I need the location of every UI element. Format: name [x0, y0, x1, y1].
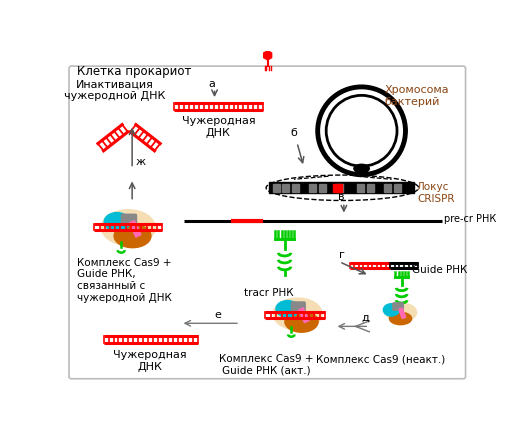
Ellipse shape [285, 311, 318, 332]
Text: б: б [290, 128, 297, 138]
Text: Хромосома
бактерий: Хромосома бактерий [385, 85, 449, 107]
FancyBboxPatch shape [393, 303, 403, 310]
Text: pre-cr РНК: pre-cr РНК [444, 214, 496, 224]
Ellipse shape [383, 304, 400, 316]
Text: Клетка прокариот: Клетка прокариот [77, 65, 192, 78]
Bar [333, 184, 342, 192]
Text: Локус
CRISPR: Локус CRISPR [417, 182, 454, 204]
Bar [394, 184, 401, 192]
Text: Комплекс Cas9 +
Guide РНК (акт.): Комплекс Cas9 + Guide РНК (акт.) [219, 354, 313, 376]
Text: ж: ж [136, 157, 146, 167]
Polygon shape [264, 51, 271, 60]
Text: Чужеродная
ДНК: Чужеродная ДНК [181, 116, 255, 138]
Ellipse shape [104, 213, 130, 231]
Polygon shape [299, 308, 309, 323]
Ellipse shape [276, 301, 299, 317]
Text: е: е [214, 310, 221, 320]
Bar [384, 184, 391, 192]
Ellipse shape [101, 210, 155, 245]
Ellipse shape [354, 164, 369, 173]
Ellipse shape [390, 312, 412, 325]
FancyBboxPatch shape [121, 214, 137, 224]
Bar [292, 184, 299, 192]
FancyBboxPatch shape [69, 66, 465, 379]
Bar [336, 184, 343, 192]
Polygon shape [399, 308, 406, 319]
Bar [282, 184, 289, 192]
Text: г: г [339, 250, 345, 260]
Text: tracr РНК: tracr РНК [244, 288, 294, 298]
Ellipse shape [386, 303, 417, 322]
Text: д: д [361, 313, 369, 323]
Ellipse shape [114, 224, 151, 248]
Text: а: а [208, 79, 215, 89]
Text: Комплекс Cas9 +
Guide РНК,
связанный с
чужеродной ДНК: Комплекс Cas9 + Guide РНК, связанный с ч… [77, 258, 172, 303]
Ellipse shape [274, 298, 322, 330]
Bar [319, 184, 326, 192]
Text: Инактивация
чужеродной ДНК: Инактивация чужеродной ДНК [64, 79, 165, 101]
FancyBboxPatch shape [291, 302, 305, 311]
Bar [273, 184, 280, 192]
Bar [367, 184, 374, 192]
Bar [357, 184, 364, 192]
Text: Чужеродная
ДНК: Чужеродная ДНК [113, 350, 187, 372]
Bar [269, 182, 414, 193]
Polygon shape [129, 221, 141, 237]
Text: в: в [338, 192, 344, 202]
Bar [309, 184, 316, 192]
Text: Guide РНК: Guide РНК [412, 265, 467, 275]
Text: Комплекс Cas9 (неакт.): Комплекс Cas9 (неакт.) [316, 354, 446, 364]
